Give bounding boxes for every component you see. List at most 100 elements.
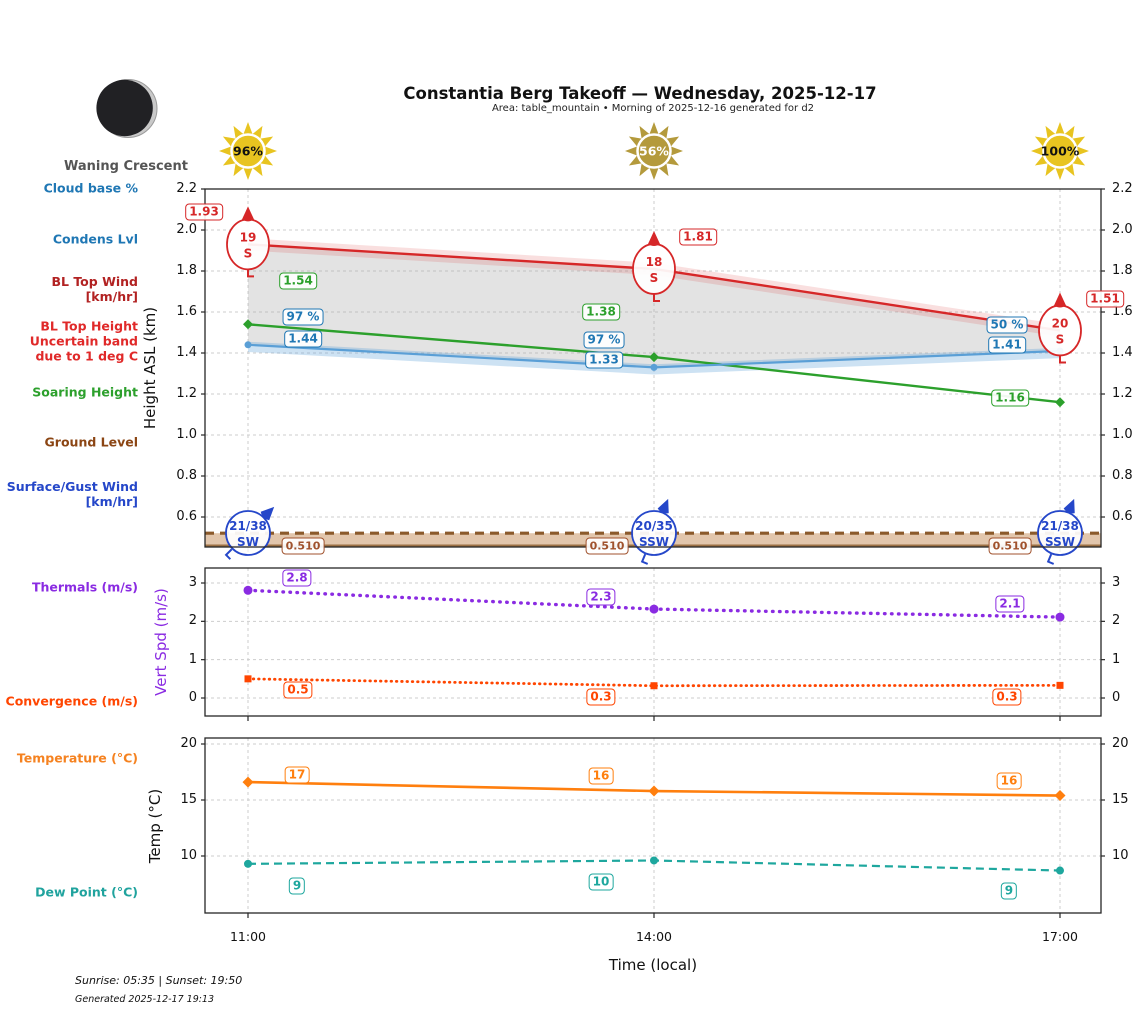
subplot-2: [201, 738, 1105, 918]
sun-icon-100%: 100%: [1030, 122, 1089, 180]
svg-text:S: S: [244, 246, 253, 260]
ytick-right-c1-2: 2: [1112, 613, 1121, 629]
ytick-left-c0-1.0: 1.0: [176, 427, 197, 442]
bl-top-wind-marker-2: 20 S: [1038, 292, 1082, 364]
moon-icon: [96, 79, 158, 138]
ytick-left-c1-2: 2: [188, 613, 197, 629]
sidebar-label-bl_top_height: BL Top Height Uncertain band due to 1 de…: [29, 318, 138, 364]
ytick-left-c2-20: 20: [180, 735, 197, 751]
ytick-right-c0-1.8: 1.8: [1112, 263, 1133, 278]
value-label-bltop-1: 1.33: [585, 351, 623, 369]
ytick-right-c1-1: 1: [1112, 651, 1121, 667]
ytick-right-c0-0.6: 0.6: [1112, 509, 1133, 524]
ytick-right-c2-15: 15: [1112, 791, 1129, 807]
value-label-condens-1: 1.81: [679, 228, 717, 246]
svg-text:S: S: [1056, 332, 1065, 346]
value-label-ground-2: 0.510: [988, 537, 1032, 555]
value-label-temperature-1: 16: [588, 767, 614, 785]
series-soaring: [243, 319, 1065, 408]
svg-text:20/35: 20/35: [635, 519, 673, 533]
svg-text:100%: 100%: [1041, 144, 1080, 159]
ytick-right-c0-0.8: 0.8: [1112, 468, 1133, 483]
series-dewpoint: [244, 856, 1064, 875]
moon-phase-label: Waning Crescent: [64, 159, 188, 174]
svg-text:21/38: 21/38: [1041, 519, 1079, 533]
value-label-bltop-2: 1.41: [988, 336, 1026, 354]
value-label-ground-0: 0.510: [281, 537, 325, 555]
svg-text:SSW: SSW: [1045, 535, 1075, 549]
sidebar-label-surface_wind: Surface/Gust Wind [km/hr]: [6, 479, 138, 509]
ytick-left-c0-0.8: 0.8: [176, 468, 197, 483]
series-convergence: [244, 675, 1064, 690]
bl-top-wind-marker-1: 18 S: [632, 230, 676, 302]
sidebar-label-ground: Ground Level: [44, 434, 138, 450]
sidebar-label-thermals: Thermals (m/s): [31, 579, 138, 595]
svg-text:56%: 56%: [639, 144, 669, 159]
sunrise-sunset-note: Sunrise: 05:35 | Sunset: 19:50: [75, 974, 243, 987]
axes-frame-2: [204, 737, 1102, 914]
ytick-left-c1-1: 1: [188, 651, 197, 667]
value-label-temperature-2: 16: [996, 772, 1022, 790]
svg-text:S: S: [650, 271, 659, 285]
ytick-left-c0-1.6: 1.6: [176, 304, 197, 319]
value-label-thermals-0: 2.8: [282, 569, 312, 587]
ytick-right-c0-2.0: 2.0: [1112, 222, 1133, 237]
ytick-left-c0-2.2: 2.2: [176, 181, 197, 196]
surface-wind-marker-0: 21/38 SW: [224, 506, 275, 560]
x-axis-label: Time (local): [608, 956, 698, 974]
xtick-17:00: 17:00: [1041, 929, 1078, 944]
value-label-convergence-0: 0.5: [283, 681, 313, 699]
value-label-convergence-2: 0.3: [992, 688, 1022, 706]
series-temperature: [242, 776, 1066, 802]
ytick-right-c0-1.0: 1.0: [1112, 427, 1133, 442]
value-label-bltop-0: 1.44: [284, 330, 322, 348]
value-label-thermals-2: 2.1: [995, 595, 1025, 613]
value-label-condens-2: 1.51: [1086, 290, 1124, 308]
value-label-convergence-1: 0.3: [586, 688, 616, 706]
value-label-soaring-2: 1.16: [991, 389, 1029, 407]
surface-wind-marker-2: 21/38 SSW: [1037, 498, 1083, 565]
svg-text:19: 19: [240, 230, 257, 244]
value-label-cloudbase-2: 50 %: [986, 316, 1028, 334]
ytick-left-c0-2.0: 2.0: [176, 222, 197, 237]
value-label-cloudbase-0: 97 %: [282, 308, 324, 326]
svg-text:96%: 96%: [233, 144, 263, 159]
value-label-temperature-0: 17: [284, 766, 310, 784]
value-label-soaring-0: 1.54: [279, 272, 317, 290]
xtick-11:00: 11:00: [229, 929, 267, 944]
ytick-left-c1-0: 0: [188, 690, 197, 705]
surface-wind-marker-1: 20/35 SSW: [631, 498, 677, 565]
ytick-right-c2-10: 10: [1112, 847, 1129, 863]
sidebar-label-convergence: Convergence (m/s): [5, 693, 138, 709]
ytick-right-c1-3: 3: [1112, 575, 1121, 590]
svg-text:18: 18: [646, 255, 663, 269]
sidebar-label-temperature: Temperature (°C): [16, 750, 138, 766]
page-title: Constantia Berg Takeoff — Wednesday, 202…: [403, 84, 877, 103]
xtick-14:00: 14:00: [635, 929, 672, 944]
svg-text:SW: SW: [237, 535, 259, 549]
ytick-left-c0-1.2: 1.2: [176, 386, 197, 401]
ytick-left-c0-1.4: 1.4: [176, 345, 197, 360]
sidebar-label-condens: Condens Lvl: [52, 231, 138, 247]
axes-frame-0: [204, 188, 1102, 548]
ytick-left-c1-3: 3: [188, 575, 197, 590]
svg-text:21/38: 21/38: [229, 519, 267, 533]
sun-icon-56%: 56%: [624, 122, 683, 180]
value-label-ground-1: 0.510: [585, 537, 629, 555]
svg-text:20: 20: [1052, 316, 1069, 330]
sidebar-label-dew_point: Dew Point (°C): [35, 884, 138, 900]
series-thermals: [243, 585, 1065, 622]
bl-top-wind-marker-0: 19 S: [226, 206, 270, 278]
sidebar-label-soaring: Soaring Height: [32, 384, 138, 400]
ytick-right-c0-2.2: 2.2: [1112, 181, 1133, 196]
ytick-left-c0-1.8: 1.8: [176, 263, 197, 278]
ytick-right-c2-20: 20: [1112, 735, 1129, 751]
value-label-soaring-1: 1.38: [582, 303, 620, 321]
ytick-right-c0-1.2: 1.2: [1112, 386, 1133, 401]
svg-text:SSW: SSW: [639, 535, 669, 549]
ytick-right-c1-0: 0: [1112, 690, 1121, 705]
sun-icon-96%: 96%: [219, 122, 277, 180]
